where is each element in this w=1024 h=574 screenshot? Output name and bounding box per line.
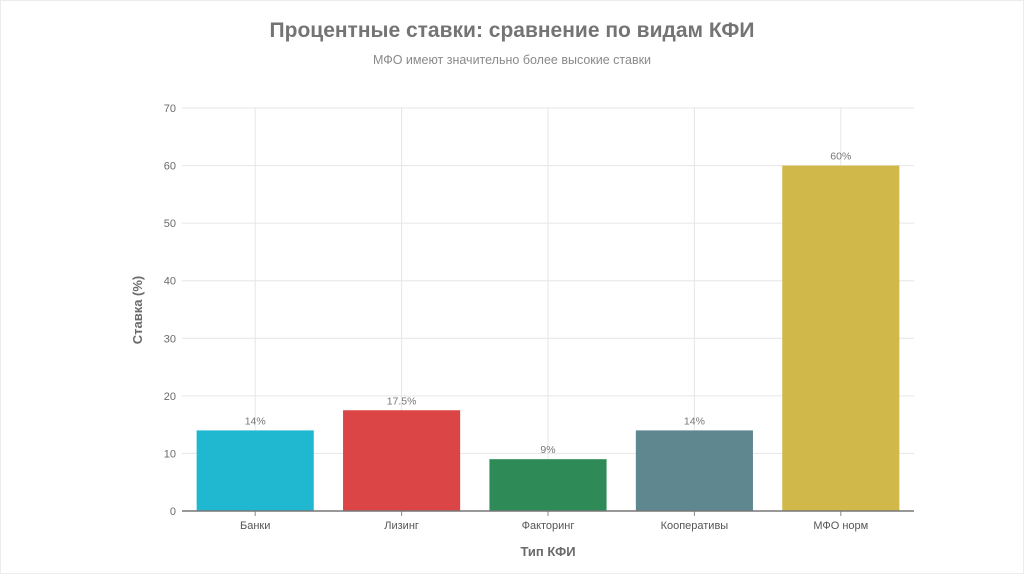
data-label: 60% [830,151,851,163]
bar [196,430,314,511]
x-tick-label: МФО норм [813,520,868,532]
x-tick-label: Лизинг [384,520,419,532]
bar [343,410,461,511]
x-tick-label: Банки [240,520,270,532]
x-tick-label: Кооперативы [661,520,729,532]
data-label: 9% [540,444,555,456]
bar [635,430,753,511]
y-tick-label: 0 [170,506,176,518]
x-tick-label: Факторинг [522,520,575,532]
y-tick-label: 10 [164,448,176,460]
y-tick-label: 20 [164,391,176,403]
data-labels: 14% 17.5% 9% 14% 60% [245,151,852,457]
bar [782,165,900,512]
data-label: 17.5% [387,395,417,407]
axes: 0 10 20 30 40 50 60 70 Банки Лизинг Факторинг Коопе… [164,103,914,532]
chart-title: Процентные ставки: сравнение по видам КФ… [269,19,755,42]
y-tick-label: 60 [164,161,176,173]
y-tick-label: 40 [164,276,176,288]
y-tick-label: 30 [164,333,176,345]
bar [489,459,607,511]
data-label: 14% [245,415,266,427]
x-axis-title: Тип КФИ [520,544,575,559]
y-tick-label: 70 [164,103,176,115]
data-label: 14% [684,415,705,427]
y-tick-label: 50 [164,218,176,230]
bars [196,165,900,512]
chart-subtitle: МФО имеют значительно более высокие став… [372,53,652,67]
y-axis-title: Ставка (%) [130,276,145,345]
